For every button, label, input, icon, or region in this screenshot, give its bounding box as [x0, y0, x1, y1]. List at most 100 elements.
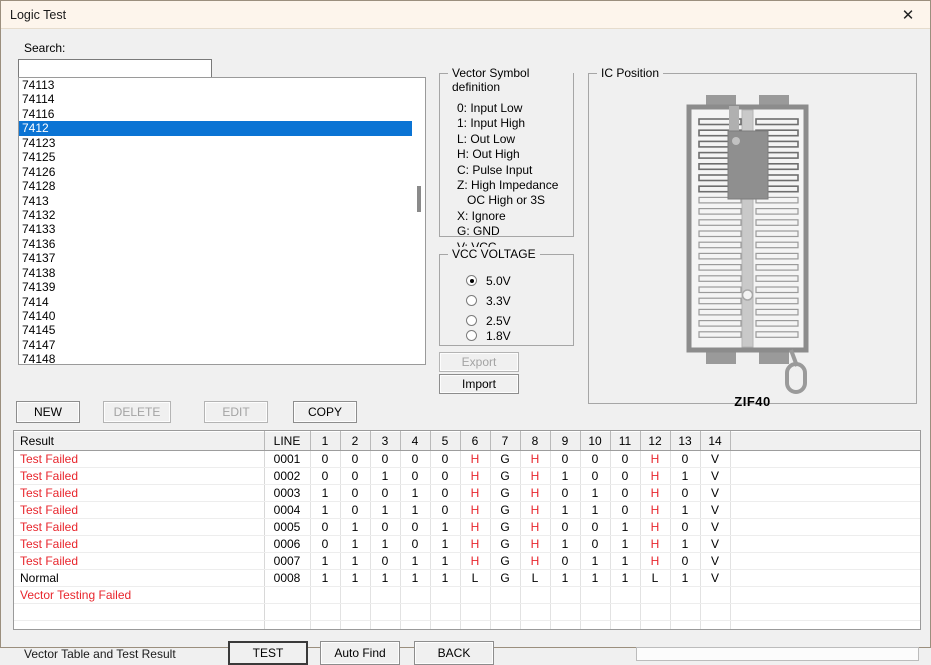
vector-result-table[interactable]: Result LINE 1 2 3 4 5 6 7 8 9 10 11 12 13 14 Test Faile… [13, 430, 921, 630]
list-item[interactable]: 74113 [22, 78, 55, 92]
table-row[interactable] [14, 603, 920, 621]
list-item[interactable]: 74136 [22, 236, 56, 251]
zif-pin-slot [755, 208, 799, 215]
import-button[interactable]: Import [439, 374, 519, 394]
cell-pin-2: 1 [340, 552, 371, 570]
cell-pin-2 [340, 586, 371, 604]
cell-pin-14 [700, 620, 731, 629]
ic-position-group: IC Position [588, 66, 917, 409]
table-row[interactable]: Test Failed 0005 0 1 0 0 1 H G H 0 0 1 H 0 V [14, 518, 920, 536]
table-row[interactable]: Test Failed 0004 1 0 1 1 0 H G H 1 1 0 H 1 V [14, 501, 920, 519]
list-item[interactable]: 7413 [22, 193, 49, 208]
list-item[interactable]: 74138 [22, 265, 56, 280]
table-horizontal-scrollbar[interactable] [13, 630, 921, 634]
table-header-12[interactable]: 12 [640, 431, 671, 451]
cell-pin-9 [550, 603, 581, 621]
list-item[interactable]: 74132 [22, 207, 56, 222]
list-item[interactable]: 74147 [22, 337, 56, 352]
zif-pin-slot [755, 241, 799, 249]
export-button: Export [439, 352, 519, 372]
test-button[interactable]: TEST [228, 641, 308, 665]
cell-line: 0002 [264, 467, 311, 485]
table-header-14[interactable]: 14 [700, 431, 731, 451]
vcc-option-2v5[interactable]: 2.5V [466, 313, 511, 329]
cell-filler [730, 518, 920, 536]
footer-note: Vector Table and Test Result [24, 647, 176, 661]
close-icon[interactable]: ✕ [901, 5, 915, 24]
cell-result: Test Failed [14, 535, 265, 553]
table-row[interactable]: Test Failed 0006 0 1 1 0 1 H G H 1 0 1 H 1 V [14, 535, 920, 553]
copy-button[interactable]: COPY [293, 401, 357, 423]
table-row[interactable]: Test Failed 0001 0 0 0 0 0 H G H 0 0 0 H 0 V [14, 450, 920, 468]
device-list[interactable]: 74113 74114 74116 7412 74123 74125 74126 74128 7… [19, 78, 413, 365]
table-header-6[interactable]: 6 [460, 431, 491, 451]
list-item[interactable]: 74133 [22, 222, 56, 237]
cell-pin-11 [610, 620, 641, 629]
table-header-11[interactable]: 11 [610, 431, 641, 451]
back-button[interactable]: BACK [414, 641, 494, 665]
cell-pin-10: 1 [580, 569, 611, 587]
cell-result: Test Failed [14, 467, 265, 485]
list-item[interactable]: 74128 [22, 179, 56, 194]
table-header-LINE[interactable]: LINE [264, 431, 311, 451]
zif-pin-slot [698, 219, 742, 226]
table-header-3[interactable]: 3 [370, 431, 401, 451]
table-header-13[interactable]: 13 [670, 431, 701, 451]
table-header-2[interactable]: 2 [340, 431, 371, 451]
cell-pin-10 [580, 586, 611, 604]
list-item[interactable]: 7412 [19, 121, 413, 136]
vcc-option-5v[interactable]: 5.0V [466, 273, 511, 289]
vector-symbol-list: 0: Input Low 1: Input High L: Out Low H: Ou… [457, 101, 558, 255]
device-listbox[interactable]: 74113 74114 74116 7412 74123 74125 74126 74128 7… [18, 77, 426, 365]
cell-pin-3: 1 [370, 501, 401, 519]
table-row[interactable]: Test Failed 0007 1 1 0 1 1 H G H 0 1 1 H 0 V [14, 552, 920, 570]
radio-icon [466, 275, 477, 286]
list-item[interactable]: 74126 [22, 164, 56, 179]
table-header-4[interactable]: 4 [400, 431, 431, 451]
radio-icon [466, 295, 477, 306]
auto-find-button[interactable]: Auto Find [320, 641, 400, 665]
cell-pin-10 [580, 603, 611, 621]
table-header-7[interactable]: 7 [490, 431, 521, 451]
zif-pin-slot [698, 264, 742, 271]
cell-line [264, 603, 311, 621]
cell-line: 0008 [264, 569, 311, 587]
list-item[interactable]: 74116 [22, 106, 55, 121]
table-header-5[interactable]: 5 [430, 431, 461, 451]
table-header-8[interactable]: 8 [520, 431, 551, 451]
list-item[interactable]: 74145 [22, 323, 56, 338]
cell-pin-6: H [460, 501, 491, 519]
table-row[interactable]: Test Failed 0002 0 0 1 0 0 H G H 1 0 0 H 1 V [14, 467, 920, 485]
list-item[interactable]: 7414 [22, 294, 49, 309]
vcc-option-3v3[interactable]: 3.3V [466, 293, 511, 309]
table-header-10[interactable]: 10 [580, 431, 611, 451]
list-item[interactable]: 74137 [22, 251, 56, 266]
table-row[interactable]: Normal 0008 1 1 1 1 1 L G L 1 1 1 L 1 V [14, 569, 920, 587]
new-button[interactable]: NEW [16, 401, 80, 423]
cell-pin-7: G [490, 569, 521, 587]
list-item[interactable]: 74125 [22, 150, 56, 165]
list-item[interactable]: 74139 [22, 280, 56, 295]
cell-pin-14: V [700, 501, 731, 519]
table-header-Result[interactable]: Result [14, 431, 265, 451]
vcc-voltage-group: VCC VOLTAGE 5.0V 3.3V 2.5V 1.8V [439, 247, 574, 346]
list-item[interactable]: 74114 [22, 92, 55, 107]
vcc-option-label: 5.0V [486, 274, 511, 288]
table-row[interactable] [14, 620, 920, 629]
table-header-1[interactable]: 1 [310, 431, 341, 451]
vcc-option-1v8[interactable]: 1.8V [466, 328, 511, 344]
table-row[interactable]: Test Failed 0003 1 0 0 1 0 H G H 0 1 0 H 0 V [14, 484, 920, 502]
cell-pin-4 [400, 620, 431, 629]
table-header-9[interactable]: 9 [550, 431, 581, 451]
cell-pin-5: 0 [430, 484, 461, 502]
list-item[interactable]: 74140 [22, 309, 56, 323]
cell-pin-4: 0 [400, 467, 431, 485]
list-item[interactable]: 74148 [22, 352, 56, 365]
list-scrollbar[interactable] [412, 78, 425, 364]
list-item[interactable]: 74123 [22, 135, 56, 150]
list-scrollbar-thumb[interactable] [417, 186, 421, 212]
table-row[interactable]: Vector Testing Failed [14, 586, 920, 604]
cell-pin-10: 0 [580, 467, 611, 485]
cell-pin-9: 1 [550, 535, 581, 553]
table-header-filler[interactable] [730, 431, 920, 451]
